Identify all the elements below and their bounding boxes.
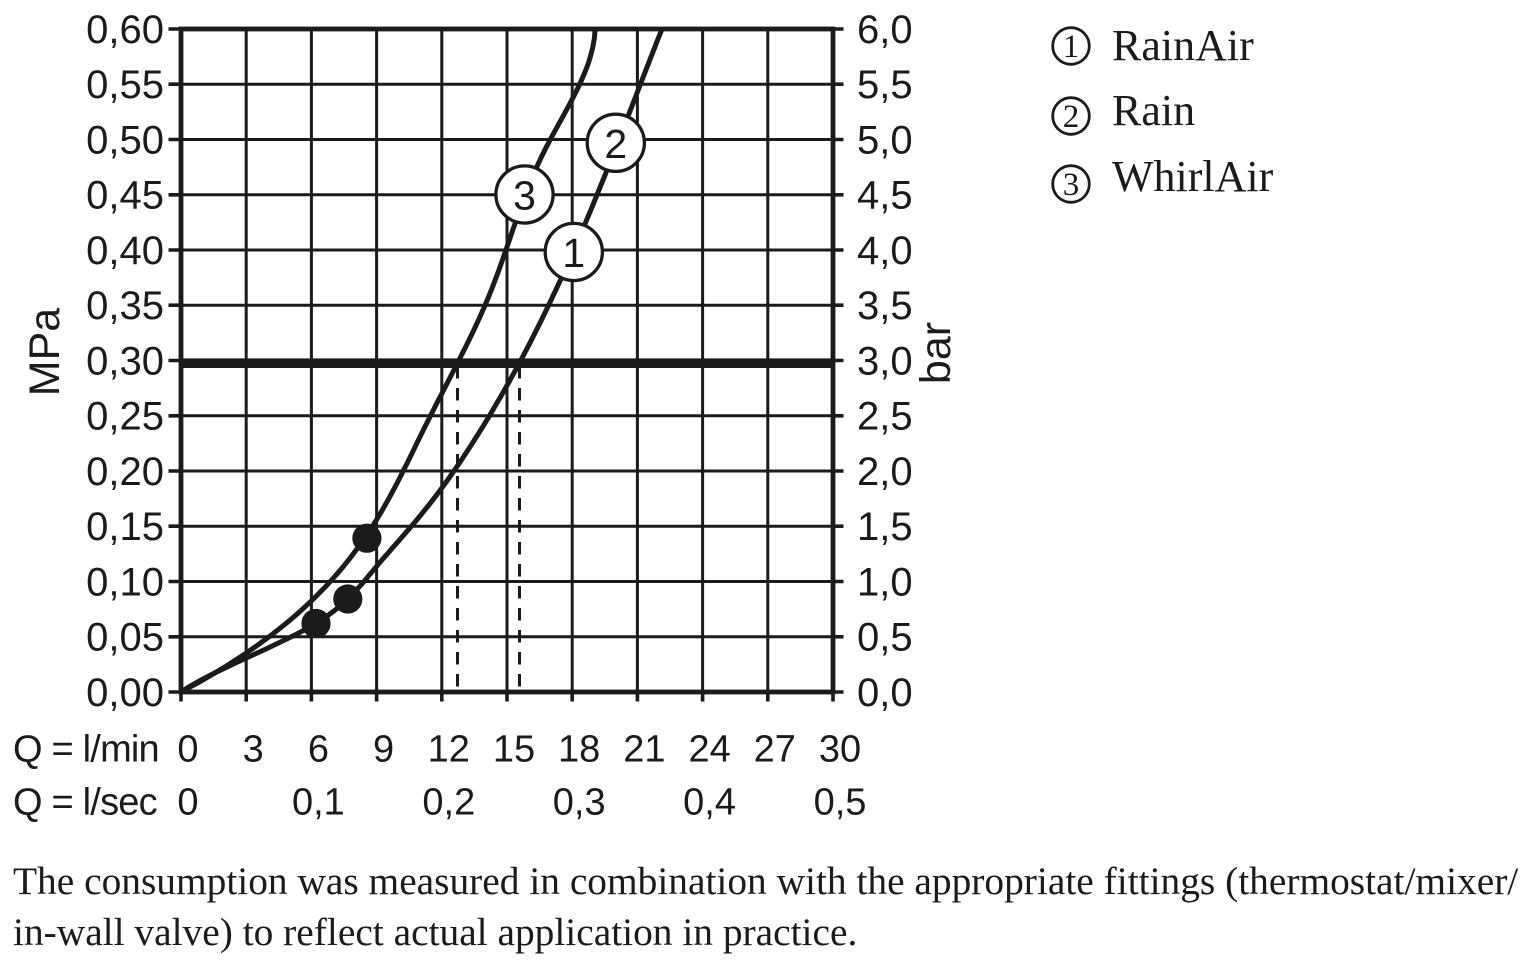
svg-text:WhirlAir: WhirlAir: [1112, 152, 1274, 201]
svg-text:1: 1: [562, 230, 585, 276]
svg-text:3,5: 3,5: [857, 284, 913, 328]
svg-text:2: 2: [604, 121, 627, 167]
svg-text:2: 2: [1063, 99, 1080, 135]
svg-text:0,0: 0,0: [857, 671, 913, 715]
svg-text:0,3: 0,3: [553, 782, 606, 824]
svg-text:9: 9: [373, 729, 394, 771]
svg-text:0,55: 0,55: [86, 63, 164, 107]
svg-text:0,5: 0,5: [814, 782, 867, 824]
svg-text:6: 6: [308, 729, 329, 771]
svg-text:0,10: 0,10: [86, 560, 164, 604]
svg-text:3: 3: [1063, 167, 1080, 203]
svg-text:Rain: Rain: [1112, 86, 1195, 135]
svg-text:0,1: 0,1: [292, 782, 345, 824]
svg-text:1,0: 1,0: [857, 560, 913, 604]
svg-text:The consumption was measured i: The consumption was measured in combinat…: [13, 859, 1518, 903]
svg-text:2,5: 2,5: [857, 395, 913, 439]
svg-text:0,50: 0,50: [86, 118, 164, 162]
svg-text:0,4: 0,4: [683, 782, 736, 824]
svg-text:4,5: 4,5: [857, 174, 913, 218]
svg-text:0,15: 0,15: [86, 505, 164, 549]
svg-text:18: 18: [558, 729, 600, 771]
svg-text:1,5: 1,5: [857, 505, 913, 549]
svg-text:3,0: 3,0: [857, 339, 913, 383]
svg-text:3: 3: [243, 729, 264, 771]
svg-text:0,35: 0,35: [86, 284, 164, 328]
svg-text:0,20: 0,20: [86, 450, 164, 494]
svg-text:0,25: 0,25: [86, 395, 164, 439]
svg-text:0,40: 0,40: [86, 229, 164, 273]
svg-text:2,0: 2,0: [857, 450, 913, 494]
svg-text:6,0: 6,0: [857, 8, 913, 52]
svg-text:Q = l/sec: Q = l/sec: [13, 782, 157, 824]
svg-text:3: 3: [513, 173, 536, 219]
svg-text:15: 15: [493, 729, 535, 771]
svg-text:RainAir: RainAir: [1112, 21, 1254, 70]
svg-text:0,05: 0,05: [86, 616, 164, 660]
svg-text:0,00: 0,00: [86, 671, 164, 715]
svg-text:0: 0: [177, 729, 198, 771]
svg-text:5,0: 5,0: [857, 118, 913, 162]
svg-text:5,5: 5,5: [857, 63, 913, 107]
svg-text:0: 0: [177, 782, 198, 824]
svg-text:0,30: 0,30: [86, 339, 164, 383]
svg-text:0,2: 0,2: [422, 782, 475, 824]
svg-text:bar: bar: [912, 322, 960, 384]
svg-text:0,45: 0,45: [86, 174, 164, 218]
svg-text:in-wall valve) to reflect actu: in-wall valve) to reflect actual applica…: [13, 910, 857, 954]
svg-text:0,5: 0,5: [857, 616, 913, 660]
svg-text:30: 30: [819, 729, 861, 771]
svg-text:MPa: MPa: [21, 308, 69, 397]
svg-text:0,60: 0,60: [86, 8, 164, 52]
svg-text:21: 21: [623, 729, 665, 771]
svg-text:24: 24: [688, 729, 730, 771]
svg-text:4,0: 4,0: [857, 229, 913, 273]
svg-text:Q = l/min: Q = l/min: [13, 729, 159, 771]
svg-text:12: 12: [428, 729, 470, 771]
svg-text:1: 1: [1063, 29, 1080, 65]
svg-text:27: 27: [754, 729, 796, 771]
